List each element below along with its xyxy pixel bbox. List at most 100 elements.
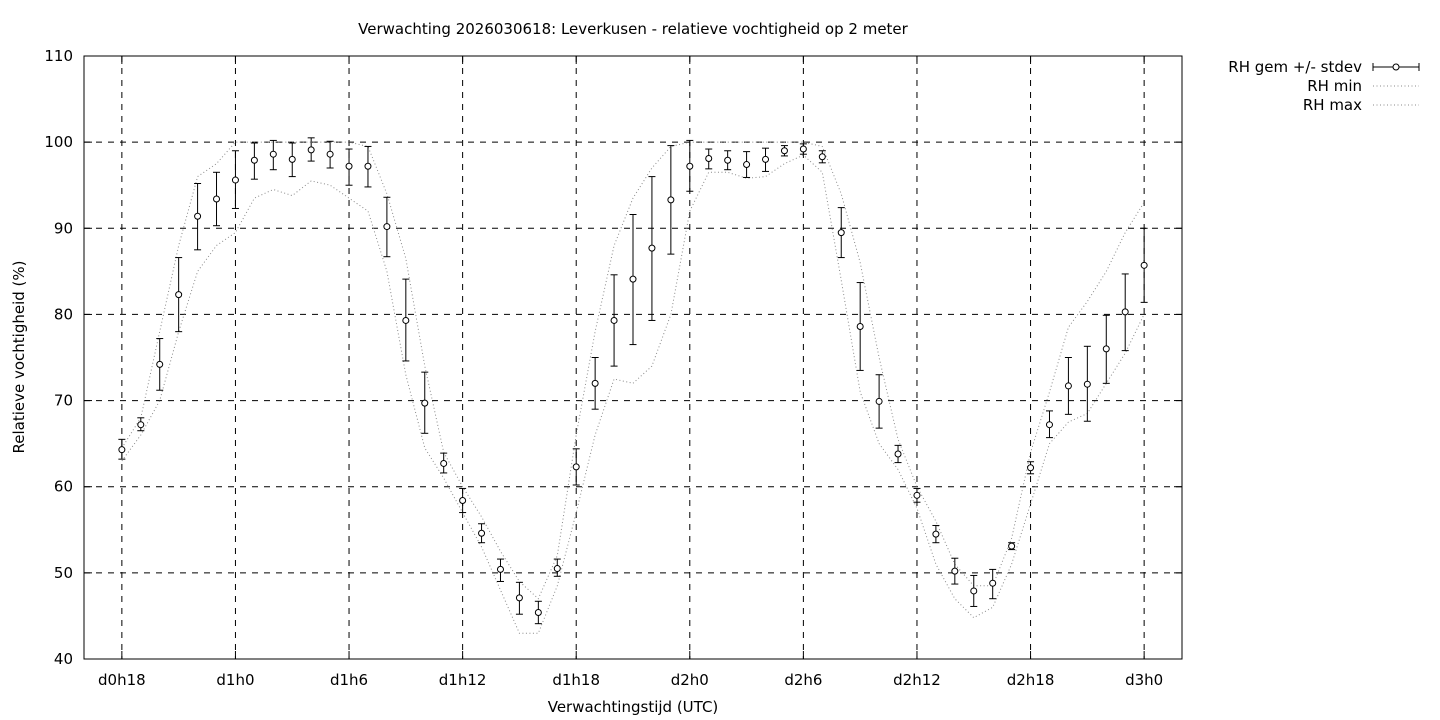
data-point	[629, 214, 637, 346]
x-tick-label: d0h18	[98, 671, 146, 689]
data-point	[799, 143, 807, 155]
y-tick-label: 40	[54, 650, 73, 668]
data-point	[118, 438, 126, 460]
mean-marker	[194, 212, 202, 220]
rh-max-line	[121, 141, 1145, 600]
data-point	[667, 145, 675, 255]
data-point	[875, 374, 883, 429]
data-point	[326, 140, 334, 169]
data-point	[1083, 345, 1091, 422]
mean-marker	[799, 145, 807, 153]
data-point	[421, 371, 429, 434]
mean-marker	[1121, 308, 1129, 316]
mean-marker	[213, 195, 221, 203]
data-point	[1121, 273, 1129, 352]
y-tick-label: 100	[44, 133, 73, 151]
data-point	[1140, 227, 1148, 303]
x-tick-label: d2h0	[671, 671, 709, 689]
data-point	[780, 145, 788, 157]
chart-title: Verwachting 2026030618: Leverkusen - rel…	[358, 20, 909, 38]
data-point	[837, 207, 845, 259]
data-point	[1045, 410, 1053, 439]
x-axis-label: Verwachtingstijd (UTC)	[548, 698, 719, 716]
data-point	[213, 171, 221, 227]
mean-marker	[250, 156, 258, 164]
mean-marker	[572, 463, 580, 471]
data-point	[345, 148, 353, 186]
data-point	[440, 452, 448, 474]
mean-marker	[118, 446, 126, 454]
legend-marker	[1392, 63, 1400, 71]
mean-marker	[648, 244, 656, 252]
data-point	[250, 142, 258, 180]
data-point	[1027, 461, 1035, 475]
mean-marker	[875, 397, 883, 405]
mean-marker	[496, 565, 504, 573]
data-point	[705, 148, 713, 170]
mean-marker	[591, 379, 599, 387]
mean-marker	[1140, 261, 1148, 269]
data-point	[137, 417, 145, 432]
data-point	[156, 338, 164, 391]
data-point	[591, 357, 599, 410]
y-axis-label: Relatieve vochtigheid (%)	[10, 260, 28, 453]
data-point	[402, 278, 410, 362]
mean-marker	[440, 459, 448, 467]
mean-marker	[345, 162, 353, 170]
legend-label: RH max	[1303, 96, 1362, 114]
data-point	[856, 282, 864, 371]
mean-marker	[686, 162, 694, 170]
x-tick-label: d1h18	[552, 671, 600, 689]
mean-marker	[780, 147, 788, 155]
mean-marker	[724, 156, 732, 164]
mean-marker	[269, 150, 277, 158]
data-point	[610, 274, 618, 367]
legend-label: RH min	[1307, 77, 1362, 95]
data-point	[818, 150, 826, 164]
data-point	[515, 581, 523, 615]
axis-ticks: 40 50 60 70 80 90 100 110 d0h18 d1h0 d1h6 d1h12 d1h1…	[44, 47, 1182, 689]
mean-marker	[364, 162, 372, 170]
data-point	[496, 558, 504, 582]
data-point	[686, 139, 694, 192]
mean-marker	[932, 530, 940, 538]
mean-marker	[156, 360, 164, 368]
series-rh-mean	[118, 137, 1148, 625]
y-tick-label: 60	[54, 478, 73, 496]
mean-marker	[534, 608, 542, 616]
y-tick-label: 90	[54, 219, 73, 237]
x-tick-label: d1h6	[330, 671, 368, 689]
mean-marker	[818, 153, 826, 161]
data-point	[288, 142, 296, 178]
mean-marker	[459, 496, 467, 504]
mean-marker	[894, 450, 902, 458]
data-point	[913, 487, 921, 503]
mean-marker	[478, 529, 486, 537]
mean-marker	[1027, 464, 1035, 472]
data-point	[1008, 542, 1016, 551]
legend-label: RH gem +/- stdev	[1228, 58, 1362, 76]
mean-marker	[837, 229, 845, 237]
mean-marker	[856, 322, 864, 330]
data-point	[1064, 357, 1072, 415]
mean-marker	[231, 176, 239, 184]
mean-marker	[989, 579, 997, 587]
data-point	[231, 150, 239, 209]
data-point	[1102, 314, 1110, 384]
x-tick-label: d2h18	[1007, 671, 1055, 689]
mean-marker	[1045, 421, 1053, 429]
data-point	[175, 257, 183, 333]
x-tick-label: d1h0	[216, 671, 254, 689]
mean-marker	[705, 155, 713, 163]
mean-marker	[1102, 345, 1110, 353]
x-tick-label: d3h0	[1125, 671, 1163, 689]
data-point	[383, 196, 391, 258]
y-tick-label: 70	[54, 392, 73, 410]
y-tick-label: 80	[54, 305, 73, 323]
mean-marker	[1064, 382, 1072, 390]
mean-marker	[610, 316, 618, 324]
plot-frame	[83, 55, 1183, 660]
mean-marker	[175, 291, 183, 299]
